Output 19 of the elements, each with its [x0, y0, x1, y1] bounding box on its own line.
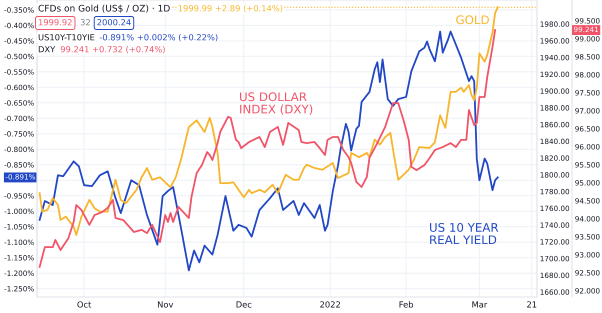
x-tick-label: Nov — [158, 301, 174, 308]
annotation: US10Y-T10YIE — [38, 34, 94, 40]
annotation: 2000.24 — [97, 19, 131, 26]
x-tick-label: 21 — [527, 301, 536, 308]
annotation: 99.241 +0.732 (+0.74%) — [60, 46, 165, 54]
annotation: -0.891% +0.002% (+0.22%) — [100, 34, 218, 42]
series-label: GOLD — [456, 15, 489, 24]
text: US 10 YEAR REAL YIELD — [430, 222, 498, 244]
series-label: US DOLLAR INDEX (DXY) — [240, 92, 312, 115]
x-tick-label: 2022 — [320, 301, 340, 308]
x-tick-label: Mar — [472, 301, 488, 308]
chart-title: CFDs on Gold (US$ / OZ) · 1D — [38, 4, 170, 13]
x-tick-label: Dec — [236, 301, 252, 308]
annotation: 1999.92 — [38, 19, 72, 26]
x-tick-label: Oct — [77, 301, 92, 308]
annotation: DXY — [38, 46, 56, 52]
x-tick-label: Feb — [400, 301, 414, 308]
annotation: 1999.99 +2.89 (+0.14%) — [178, 4, 282, 12]
annotation: 32 — [80, 19, 90, 26]
